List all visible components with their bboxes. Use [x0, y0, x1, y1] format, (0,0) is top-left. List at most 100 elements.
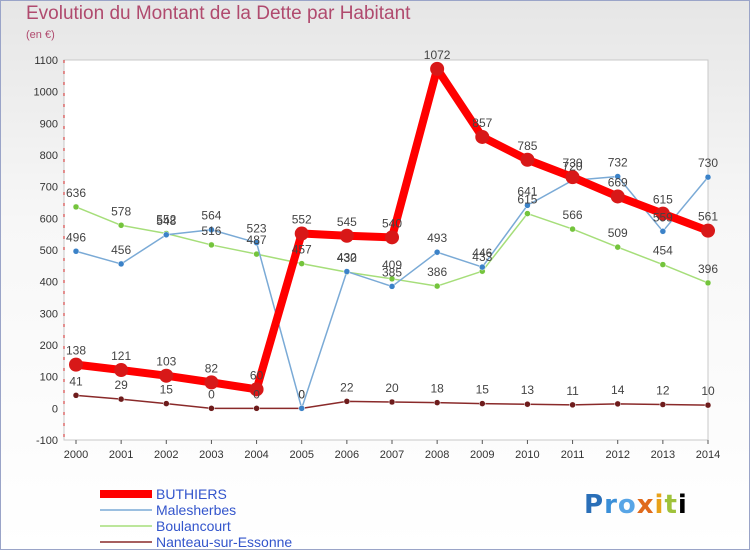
data-label: 11	[566, 384, 579, 398]
data-label: 456	[111, 243, 131, 257]
legend-label-boulancourt: Boulancourt	[156, 518, 231, 534]
data-point	[704, 279, 712, 287]
data-label: 1072	[424, 48, 451, 62]
data-point	[614, 400, 621, 408]
data-label: 545	[337, 215, 357, 229]
data-label: 432	[337, 251, 357, 265]
data-point	[565, 170, 580, 185]
data-point	[704, 173, 712, 181]
data-label: 138	[66, 344, 86, 358]
data-label: 730	[698, 156, 718, 170]
data-label: 13	[521, 383, 535, 397]
logo-letter: P	[584, 490, 605, 520]
data-label: 636	[66, 186, 86, 200]
data-label: 0	[298, 387, 305, 401]
data-point	[163, 400, 170, 407]
legend-item-nanteau: Nanteau-sur-Essonne	[100, 534, 292, 550]
data-label: 82	[205, 361, 219, 375]
data-point	[388, 398, 396, 406]
x-tick-label: 2005	[289, 449, 313, 461]
data-point	[253, 239, 260, 246]
x-tick-label: 2011	[561, 449, 585, 461]
data-point	[72, 392, 80, 399]
data-label: 566	[563, 208, 583, 222]
data-label: 578	[111, 204, 131, 218]
legend-label-malesherbes: Malesherbes	[156, 502, 237, 518]
data-label: 457	[292, 243, 312, 257]
x-tick-label: 2009	[470, 449, 494, 461]
chart-title: Evolution du Montant de la Dette par Hab…	[26, 3, 411, 24]
data-label: 29	[114, 378, 128, 392]
x-tick-label: 2000	[64, 449, 88, 461]
x-tick-label: 2007	[380, 449, 404, 461]
y-tick-label: 1100	[34, 55, 58, 67]
data-point	[610, 189, 625, 204]
data-point	[117, 222, 125, 229]
data-label: 615	[517, 193, 537, 207]
data-label: 18	[430, 382, 444, 396]
legend-swatch-nanteau	[100, 541, 152, 543]
y-tick-label: 200	[40, 340, 58, 352]
data-label: 641	[517, 184, 537, 198]
data-label: 0	[208, 387, 215, 401]
y-tick-label: 600	[40, 213, 58, 225]
data-point	[117, 395, 125, 403]
data-point	[520, 152, 535, 167]
data-point	[433, 248, 441, 256]
data-label: 12	[656, 384, 670, 398]
y-tick-label: 1000	[34, 87, 58, 99]
data-label: 430	[337, 251, 357, 265]
x-tick-label: 2014	[696, 449, 720, 461]
data-point	[659, 228, 667, 235]
y-tick-label: 900	[40, 118, 58, 130]
data-label: 121	[111, 349, 131, 363]
y-tick-label: 0	[52, 403, 58, 415]
data-point	[704, 401, 712, 409]
data-label: 446	[472, 246, 492, 260]
data-point	[339, 228, 354, 243]
data-point	[524, 400, 531, 408]
y-tick-label: 700	[40, 182, 58, 194]
data-label: 487	[247, 233, 267, 247]
x-tick-label: 2008	[425, 449, 449, 461]
data-point	[524, 210, 531, 217]
x-tick-label: 2004	[244, 449, 268, 461]
data-point	[524, 202, 531, 209]
data-point	[614, 243, 621, 251]
data-label: 60	[250, 368, 264, 382]
data-label: 41	[69, 374, 83, 388]
data-point	[72, 203, 80, 211]
data-label: 385	[382, 265, 402, 279]
data-point	[343, 398, 351, 405]
legend-label-nanteau: Nanteau-sur-Essonne	[156, 534, 293, 550]
data-point	[614, 173, 621, 180]
y-tick-label: -100	[36, 435, 58, 447]
proxiti-logo: Proxiti	[584, 490, 688, 520]
data-point	[72, 248, 80, 255]
data-label: 669	[608, 175, 628, 189]
legend: BUTHIERS Malesherbes Boulancourt Nanteau…	[100, 486, 292, 550]
data-label: 720	[563, 159, 583, 173]
data-label: 496	[66, 230, 86, 244]
data-label: 548	[156, 214, 176, 228]
legend-swatch-malesherbes	[100, 509, 152, 511]
data-label: 516	[201, 224, 221, 238]
data-label: 509	[608, 226, 628, 240]
data-label: 564	[201, 209, 221, 223]
data-point	[655, 206, 670, 221]
data-label: 22	[340, 380, 354, 394]
data-point	[430, 61, 445, 76]
data-point	[298, 405, 305, 412]
data-label: 409	[382, 258, 402, 272]
data-label: 454	[653, 244, 673, 258]
x-tick-label: 2001	[109, 449, 133, 461]
data-label: 561	[698, 210, 718, 224]
legend-item-malesherbes: Malesherbes	[100, 502, 292, 518]
y-tick-label: 100	[40, 372, 58, 384]
data-point	[298, 260, 305, 267]
data-point	[433, 282, 441, 290]
x-tick-label: 2012	[605, 449, 629, 461]
logo-letter: o	[617, 490, 637, 520]
data-point	[388, 275, 396, 283]
data-label: 730	[563, 156, 583, 170]
